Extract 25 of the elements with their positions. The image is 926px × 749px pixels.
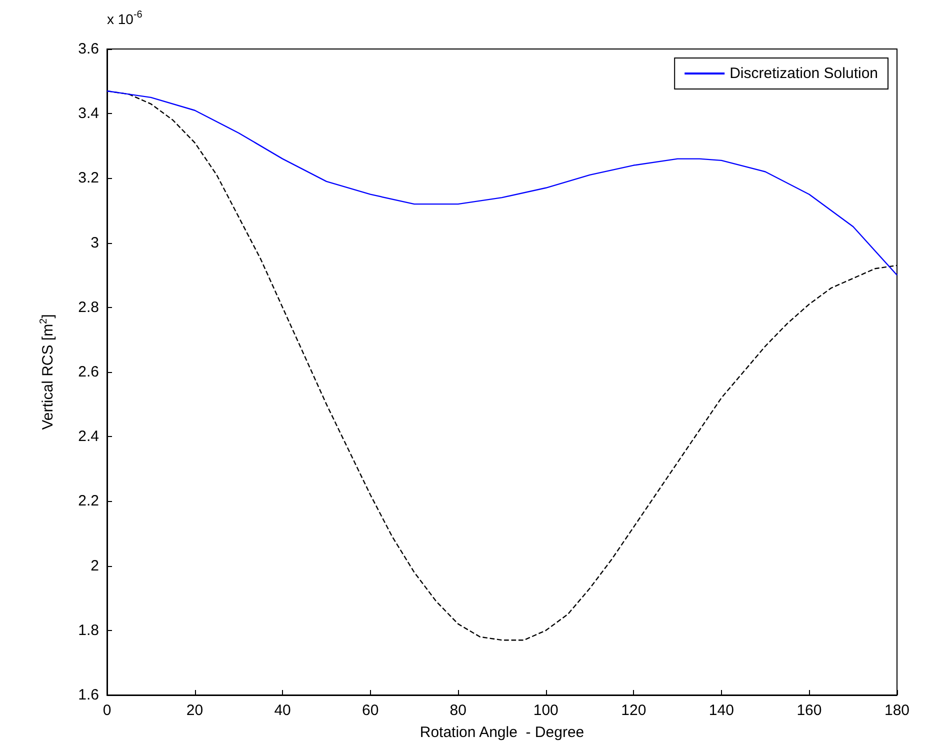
y-tick-label: 3.4 (78, 105, 99, 122)
y-tick-label: 2.2 (78, 492, 99, 510)
y-tick-label: 3 (90, 234, 99, 252)
y-tick-label: 2.4 (78, 428, 99, 446)
x-tick-label: 40 (274, 702, 291, 719)
y-tick-label: 2.6 (78, 364, 99, 380)
x-tick-label: 60 (362, 702, 379, 719)
y-tick-label: 1.6 (78, 686, 99, 704)
x-tick-label: 80 (450, 702, 466, 719)
x-tick-label: 120 (621, 702, 646, 719)
legend-label: Discretization Solution (730, 65, 878, 82)
x-tick-label: 100 (533, 702, 558, 719)
x-tick-label: 160 (796, 702, 822, 719)
x-axis-title: Rotation Angle - Degree (420, 724, 584, 741)
x-tick-label: 0 (102, 702, 112, 719)
x-tick-label: 140 (708, 702, 734, 719)
x-tick-label: 180 (884, 702, 910, 719)
x-tick-label: 20 (186, 702, 204, 719)
y-tick-label: 2 (90, 557, 99, 574)
y-axis-title: Vertical RCS [m2] (38, 314, 56, 430)
y-tick-label: 2.8 (78, 298, 99, 316)
y-tick-label: 3.6 (78, 40, 99, 58)
y-tick-label: 3.2 (78, 170, 99, 187)
line-series (106, 90, 898, 276)
y-tick-label: 1.8 (78, 622, 99, 639)
